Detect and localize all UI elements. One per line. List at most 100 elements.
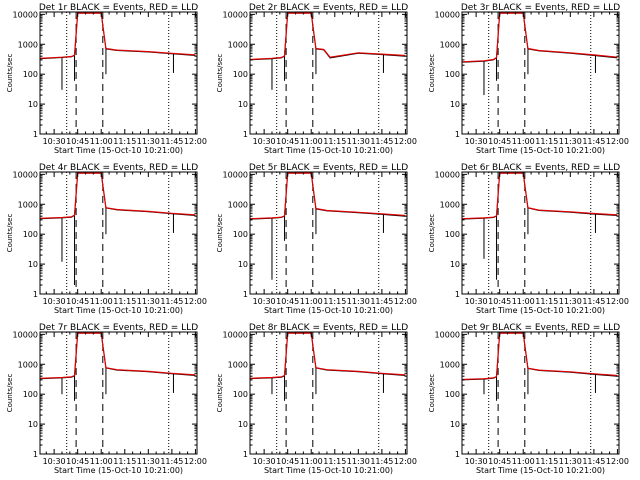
plot-frame — [461, 331, 620, 455]
y-tick-label: 10 — [450, 100, 460, 109]
y-tick-label: 1 — [33, 450, 38, 459]
y-tick-label: 100 — [233, 390, 248, 399]
panel-title: Det 2r BLACK = Events, RED = LLD — [249, 3, 408, 13]
x-axis-label: Start Time (15-Oct-10 10:21:00) — [476, 306, 605, 315]
x-axis-label: Start Time (15-Oct-10 10:21:00) — [476, 146, 605, 155]
x-tick-label: 11:30 — [347, 137, 370, 146]
y-tick-label: 10000 — [435, 170, 460, 179]
plot-frame — [461, 11, 620, 135]
y-tick-label: 100 — [445, 70, 460, 79]
y-tick-label: 10000 — [435, 330, 460, 339]
x-tick-label: 11:45 — [582, 297, 605, 306]
x-tick-label: 11:45 — [582, 457, 605, 466]
detector-panel: Det 9r BLACK = Events, RED = LLD 1 10 100 10… — [428, 323, 629, 475]
x-tick-label: 11:45 — [370, 297, 393, 306]
plot-frame — [249, 331, 408, 455]
x-tick-label: 11:15 — [113, 457, 136, 466]
y-axis-label: Counts/sec — [216, 214, 224, 253]
y-tick-label: 10000 — [223, 330, 248, 339]
x-tick-label: 11:45 — [160, 137, 183, 146]
x-tick-label: 10:45 — [66, 457, 89, 466]
x-tick-label: 11:45 — [370, 457, 393, 466]
y-tick-label: 1000 — [228, 40, 248, 49]
x-axis-label: Start Time (15-Oct-10 10:21:00) — [264, 466, 393, 475]
y-tick-label: 100 — [23, 390, 38, 399]
panel-title: Det 1r BLACK = Events, RED = LLD — [39, 3, 198, 13]
y-tick-label: 100 — [23, 230, 38, 239]
x-tick-label: 11:30 — [347, 297, 370, 306]
y-tick-label: 1000 — [440, 200, 460, 209]
y-axis-label: Counts/sec — [216, 54, 224, 93]
plot-frame — [39, 331, 198, 455]
y-tick-label: 100 — [445, 390, 460, 399]
y-tick-label: 10 — [28, 260, 38, 269]
x-tick-label: 11:00 — [512, 457, 535, 466]
y-tick-label: 10000 — [13, 330, 38, 339]
y-tick-label: 1 — [243, 130, 248, 139]
x-tick-label: 10:45 — [276, 137, 299, 146]
plot-frame — [249, 11, 408, 135]
x-tick-label: 10:30 — [253, 137, 276, 146]
x-tick-label: 10:45 — [488, 297, 511, 306]
x-tick-label: 11:15 — [113, 297, 136, 306]
x-tick-label: 11:30 — [137, 137, 160, 146]
lld-series-line — [249, 172, 406, 220]
panel-title: Det 6r BLACK = Events, RED = LLD — [461, 163, 620, 173]
lld-series-line — [39, 332, 196, 379]
y-tick-label: 1 — [33, 130, 38, 139]
y-tick-label: 1000 — [18, 360, 38, 369]
panel-title: Det 3r BLACK = Events, RED = LLD — [461, 3, 620, 13]
x-tick-label: 10:30 — [253, 457, 276, 466]
y-tick-label: 10 — [450, 260, 460, 269]
y-tick-label: 100 — [23, 70, 38, 79]
events-series-line — [249, 12, 406, 61]
y-tick-label: 1000 — [440, 360, 460, 369]
x-tick-label: 11:15 — [323, 297, 346, 306]
detector-panel: Det 8r BLACK = Events, RED = LLD 1 10 100 10… — [216, 323, 417, 475]
x-tick-label: 11:30 — [137, 297, 160, 306]
detector-panel: Det 6r BLACK = Events, RED = LLD 1 10 100 10… — [428, 163, 629, 315]
lld-series-line — [461, 332, 618, 381]
y-tick-label: 100 — [233, 70, 248, 79]
x-tick-label: 11:15 — [113, 137, 136, 146]
x-tick-label: 10:45 — [276, 297, 299, 306]
y-axis-label: Counts/sec — [6, 214, 14, 253]
x-tick-label: 11:15 — [535, 297, 558, 306]
y-axis-label: Counts/sec — [6, 374, 14, 413]
x-tick-label: 11:00 — [300, 137, 323, 146]
y-tick-label: 10000 — [13, 170, 38, 179]
y-tick-label: 10000 — [13, 10, 38, 19]
y-axis-label: Counts/sec — [6, 54, 14, 93]
y-tick-label: 10 — [238, 420, 248, 429]
plot-frame — [461, 171, 620, 295]
x-axis-label: Start Time (15-Oct-10 10:21:00) — [264, 306, 393, 315]
y-tick-label: 100 — [233, 230, 248, 239]
x-tick-label: 11:00 — [300, 297, 323, 306]
x-tick-label: 11:30 — [559, 457, 582, 466]
x-tick-label: 11:15 — [535, 457, 558, 466]
panel-title: Det 4r BLACK = Events, RED = LLD — [39, 163, 198, 173]
lld-series-line — [249, 332, 406, 379]
x-axis-label: Start Time (15-Oct-10 10:21:00) — [264, 146, 393, 155]
x-tick-label: 11:00 — [300, 457, 323, 466]
detector-panel: Det 2r BLACK = Events, RED = LLD 1 10 100 10… — [216, 3, 417, 155]
y-axis-label: Counts/sec — [216, 374, 224, 413]
events-series-line — [39, 12, 196, 60]
x-tick-label: 12:00 — [184, 297, 207, 306]
y-tick-label: 1000 — [228, 360, 248, 369]
y-tick-label: 10 — [450, 420, 460, 429]
plot-frame — [39, 11, 198, 135]
lld-series-line — [461, 172, 618, 220]
x-tick-label: 10:30 — [43, 137, 66, 146]
y-tick-label: 10 — [238, 100, 248, 109]
x-tick-label: 10:45 — [276, 457, 299, 466]
plot-frame — [249, 171, 408, 295]
y-tick-label: 10 — [28, 420, 38, 429]
events-series-line — [39, 172, 196, 220]
x-tick-label: 11:30 — [559, 297, 582, 306]
x-tick-label: 10:45 — [488, 137, 511, 146]
x-tick-label: 10:30 — [253, 297, 276, 306]
y-tick-label: 1 — [33, 290, 38, 299]
x-tick-label: 11:30 — [347, 457, 370, 466]
